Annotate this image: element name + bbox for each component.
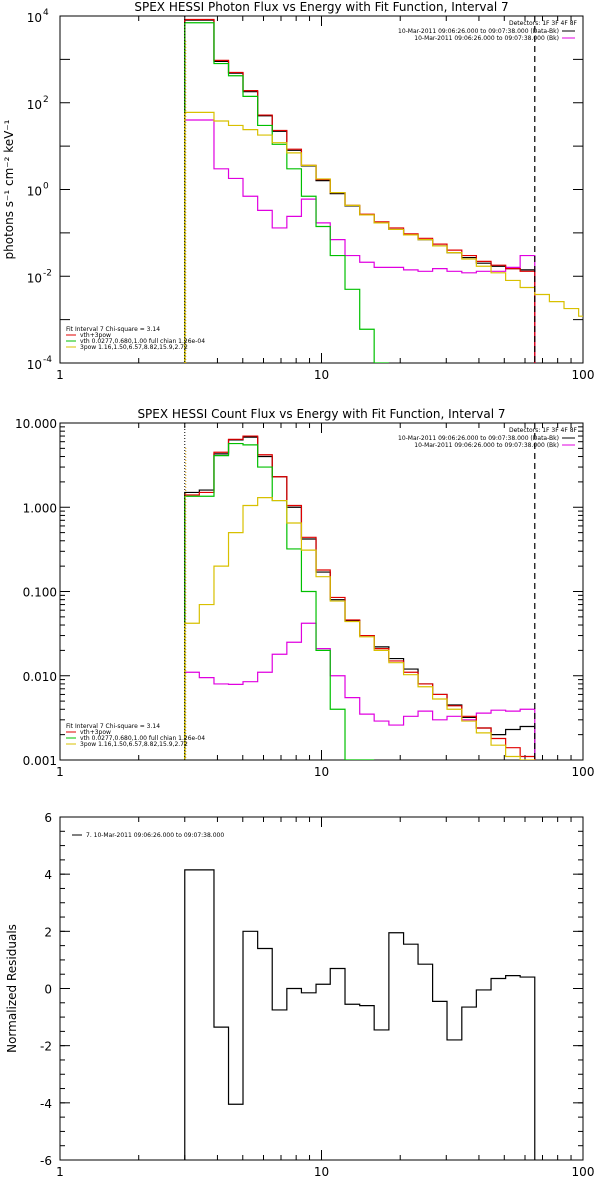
legend-entry: 3pow 1.16,1.50,6.57,8.82,15.9,2.72 — [80, 741, 188, 748]
legend-detectors: Detectors: 1F 3F 4F 8F — [509, 20, 578, 27]
plot-frame — [59, 422, 584, 761]
legend-entry: 10-Mar-2011 09:06:26.000 to 09:07:38.000… — [398, 435, 559, 442]
legend-entry: vth 0.0277,0.680,1.00 full chian 1.26e-0… — [80, 338, 205, 345]
plot-frame — [59, 816, 584, 1161]
y-tick-label: 0 — [44, 983, 52, 997]
series-line-2 — [184, 119, 536, 363]
y-tick-label: 4 — [44, 868, 52, 882]
y-tick-label: 0.001 — [23, 754, 57, 768]
chart-panel-1: SPEX HESSI Photon Flux vs Energy with Fi… — [2, 0, 594, 382]
svg-text:10: 10 — [27, 185, 42, 199]
series-line-1 — [184, 869, 536, 1160]
svg-text:-4: -4 — [43, 355, 52, 365]
y-tick-label: 10 0 — [27, 182, 49, 199]
series-line-2 — [184, 622, 536, 760]
svg-text:4: 4 — [43, 8, 49, 18]
chart-panel-3: 1 10 100 -6 -4 -2 0 2 4 6 Normalized Residuals 7. 1… — [5, 811, 594, 1179]
y-axis-label: photons s⁻¹ cm⁻² keV⁻¹ — [2, 119, 16, 259]
x-tick-label: 10 — [314, 765, 329, 779]
plot-frame — [59, 15, 584, 364]
svg-text:-2: -2 — [43, 268, 52, 278]
svg-text:10: 10 — [27, 11, 42, 25]
y-tick-label: -6 — [40, 1154, 52, 1168]
chart-panel-2: SPEX HESSI Count Flux vs Energy with Fit… — [15, 407, 594, 779]
x-tick-label: 1 — [56, 368, 64, 382]
legend-entry: vth+3pow — [80, 332, 111, 339]
x-tick-label: 100 — [572, 1165, 595, 1179]
series-line-5 — [184, 111, 583, 363]
legend-entry: vth 0.0277,0.680,1.00 full chian 1.26e-0… — [80, 735, 205, 742]
legend-fit-info: Fit Interval 7 Chi-square = 3.14 — [66, 326, 160, 333]
svg-text:10: 10 — [27, 358, 42, 372]
y-tick-label: 10 -2 — [27, 268, 52, 285]
svg-text:10: 10 — [27, 271, 42, 285]
legend-entry: 10-Mar-2011 09:06:26.000 to 09:07:38.000… — [398, 28, 559, 35]
y-axis-label: Normalized Residuals — [5, 924, 19, 1053]
legend-fit-info: Fit Interval 7 Chi-square = 3.14 — [66, 723, 160, 730]
legend-entry: 7. 10-Mar-2011 09:06:26.000 to 09:07:38.… — [86, 832, 224, 839]
x-tick-label: 100 — [572, 368, 595, 382]
x-tick-label: 10 — [314, 1165, 329, 1179]
y-tick-label: 0.010 — [23, 670, 57, 684]
y-tick-label: -4 — [40, 1097, 52, 1111]
y-tick-label: 10.000 — [15, 417, 57, 431]
series-group — [184, 869, 536, 1160]
series-group — [184, 435, 536, 760]
legend-entry: 10-Mar-2011 09:06:26.000 to 09:07:38.000… — [414, 35, 559, 42]
x-tick-label: 1 — [56, 1165, 64, 1179]
x-tick-label: 10 — [314, 368, 329, 382]
series-line-4 — [184, 442, 375, 760]
y-tick-label: 1.000 — [23, 501, 57, 515]
legend-detectors: Detectors: 1F 3F 4F 8F — [509, 427, 578, 434]
chart-title: SPEX HESSI Count Flux vs Energy with Fit… — [137, 407, 505, 421]
y-tick-label: 0.100 — [23, 586, 57, 600]
legend-entry: 10-Mar-2011 09:06:26.000 to 09:07:38.000… — [414, 442, 559, 449]
y-tick-label: 10 -4 — [27, 355, 53, 372]
legend-entry: 3pow 1.16,1.50,6.57,8.82,15.9,2.72 — [80, 344, 188, 351]
series-line-4 — [184, 22, 389, 363]
y-tick-label: -2 — [40, 1040, 52, 1054]
legend-entry: vth+3pow — [80, 729, 111, 736]
y-tick-label: 2 — [44, 925, 52, 939]
svg-text:0: 0 — [43, 182, 49, 192]
x-tick-label: 1 — [56, 765, 64, 779]
chart-title: SPEX HESSI Photon Flux vs Energy with Fi… — [134, 0, 508, 14]
y-tick-label: 10 2 — [27, 95, 49, 112]
svg-text:10: 10 — [27, 98, 42, 112]
series-line-5 — [184, 497, 535, 760]
svg-text:2: 2 — [43, 95, 49, 105]
x-tick-label: 100 — [572, 765, 595, 779]
series-group — [184, 18, 583, 363]
y-tick-label: 6 — [44, 811, 52, 825]
y-tick-label: 10 4 — [27, 8, 49, 25]
